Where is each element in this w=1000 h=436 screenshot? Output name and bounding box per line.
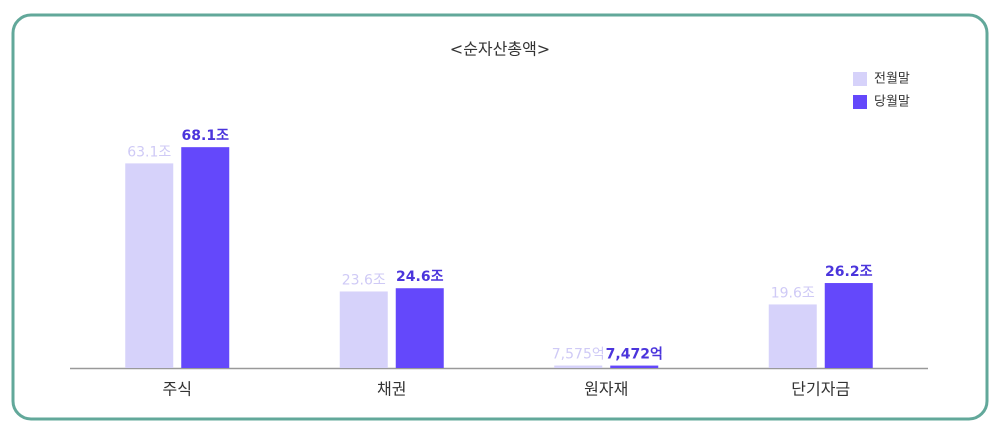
x-tick-label: 원자재 xyxy=(584,380,628,399)
frame xyxy=(11,13,989,421)
bar xyxy=(824,283,873,368)
legend-swatch xyxy=(853,95,867,109)
bar xyxy=(181,147,230,368)
legend-swatch xyxy=(853,72,867,86)
value-label: 19.6조 xyxy=(771,285,815,301)
legend-label: 전월말 xyxy=(874,72,910,87)
x-tick-label: 단기자금 xyxy=(791,380,850,399)
x-tick-label: 채권 xyxy=(377,380,406,399)
x-tick-label: 주식 xyxy=(163,380,192,399)
legend-label: 당월말 xyxy=(874,95,910,110)
bar xyxy=(125,163,174,368)
bar xyxy=(339,291,388,368)
bar xyxy=(395,288,444,368)
chart-title: <순자산총액> xyxy=(450,40,550,59)
value-label: 63.1조 xyxy=(127,144,171,160)
bar xyxy=(768,304,817,368)
value-label: 26.2조 xyxy=(825,264,873,280)
value-label: 7,472억 xyxy=(606,347,663,363)
bar xyxy=(554,365,603,368)
value-label: 24.6조 xyxy=(396,269,444,285)
value-label: 23.6조 xyxy=(342,272,386,288)
bar xyxy=(610,365,659,368)
value-label: 7,575억 xyxy=(552,347,605,363)
value-label: 68.1조 xyxy=(182,128,230,144)
